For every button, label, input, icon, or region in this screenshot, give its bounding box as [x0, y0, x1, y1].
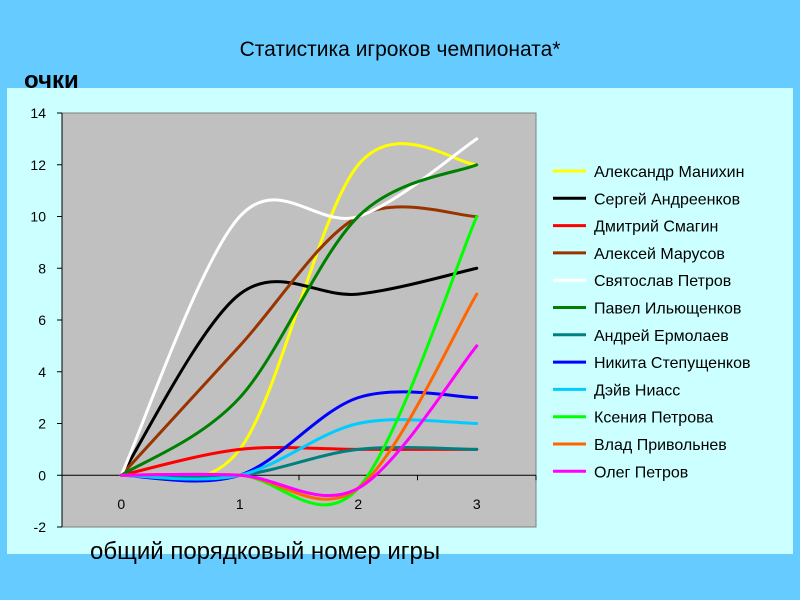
series-lines [119, 137, 479, 507]
y-axis-label: очки [24, 67, 79, 94]
legend-entry: Дмитрий Смагин [594, 219, 718, 236]
legend-entry: Влад Привольнев [594, 437, 727, 454]
y-tick-label: 14 [30, 105, 46, 121]
x-tick-label: 1 [236, 496, 244, 512]
series-line-2 [119, 266, 479, 477]
y-tick-label: 10 [30, 209, 46, 225]
x-tick-label: 3 [473, 496, 481, 512]
plot-area [61, 112, 537, 528]
legend-entry: Александр Манихин [594, 164, 744, 181]
legend-entry: Олег Петров [594, 464, 688, 481]
y-tick-label: -2 [34, 519, 47, 535]
series-line-4 [119, 205, 479, 477]
series-line-3 [119, 445, 479, 477]
legend: Александр Манихин Сергей Андреенков Дмитри… [548, 158, 790, 484]
legend-entry: Павел Ильющенков [594, 301, 741, 318]
y-tick-label: 6 [38, 312, 46, 328]
chart-title: Статистика игроков чемпионата* [239, 38, 561, 61]
x-tick-label: 2 [354, 496, 362, 512]
legend-entry: Алексей Марусов [594, 246, 725, 263]
legend-entry: Святослав Петров [594, 273, 731, 290]
legend-entry: Сергей Андреенков [594, 191, 740, 208]
plot-background [61, 112, 537, 528]
y-tick-label: 2 [38, 416, 46, 432]
y-tick-label: 0 [38, 467, 46, 483]
legend-entry: Дэйв Ниасс [594, 382, 680, 399]
series-line-12 [119, 344, 479, 498]
series-line-5 [119, 137, 479, 477]
x-tick-label: 0 [117, 496, 125, 512]
x-axis-label: общий порядковый номер игры [90, 538, 441, 565]
legend-box [548, 158, 790, 484]
legend-entry: Никита Степущенков [594, 355, 750, 372]
series-line-6 [119, 163, 479, 477]
y-tick-label: 12 [30, 157, 46, 173]
y-tick-label: 8 [38, 260, 46, 276]
legend-entry: Ксения Петрова [594, 410, 713, 427]
legend-entry: Андрей Ермолаев [594, 328, 729, 345]
y-axis-ticks: -2 0 2 4 6 8 10 12 14 [30, 105, 62, 535]
series-line-7 [119, 445, 479, 479]
y-tick-label: 4 [38, 364, 46, 380]
